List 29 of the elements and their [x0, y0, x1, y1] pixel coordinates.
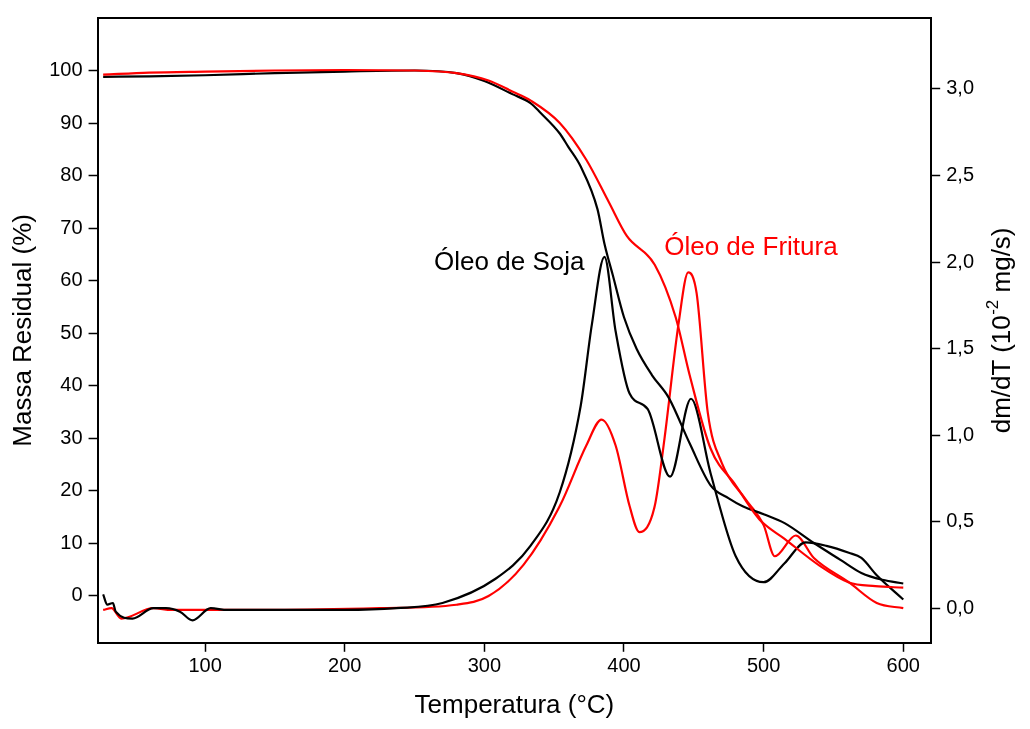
- y2-tick-label: 1,5: [946, 336, 975, 359]
- y2-tick-label: 1,0: [946, 422, 975, 445]
- y2-tick-label: 0,0: [946, 595, 975, 618]
- series-label: Óleo de Fritura: [664, 230, 839, 261]
- x-axis-title: Temperatura (°C): [414, 688, 615, 719]
- y2-axis-title: dm/dT (10-2 mg/s): [983, 227, 1016, 434]
- y-tick-label: 10: [60, 530, 83, 553]
- x-tick-label: 500: [746, 654, 781, 677]
- x-tick-label: 200: [328, 654, 362, 677]
- y-tick-label: 90: [60, 110, 83, 133]
- y-tick-label: 70: [60, 215, 83, 238]
- y-tick-label: 100: [49, 58, 83, 81]
- y2-tick-label: 2,0: [946, 249, 975, 272]
- y2-tick-label: 0,5: [946, 509, 975, 532]
- x-tick-label: 100: [188, 654, 222, 677]
- x-tick-label: 300: [467, 654, 502, 677]
- y-tick-label: 30: [60, 425, 83, 448]
- y-tick-label: 20: [60, 478, 83, 501]
- y-axis-title: Massa Residual (%): [6, 214, 37, 447]
- y-tick-label: 60: [60, 268, 83, 291]
- y-tick-label: 0: [71, 583, 83, 606]
- y2-tick-label: 3,0: [946, 76, 975, 99]
- y-tick-label: 80: [60, 163, 83, 186]
- y-tick-label: 40: [60, 373, 83, 396]
- y-tick-label: 50: [60, 320, 83, 343]
- series-label: Óleo de Soja: [434, 246, 585, 277]
- x-tick-label: 400: [607, 654, 641, 677]
- x-tick-label: 600: [886, 654, 920, 677]
- y2-tick-label: 2,5: [946, 163, 975, 186]
